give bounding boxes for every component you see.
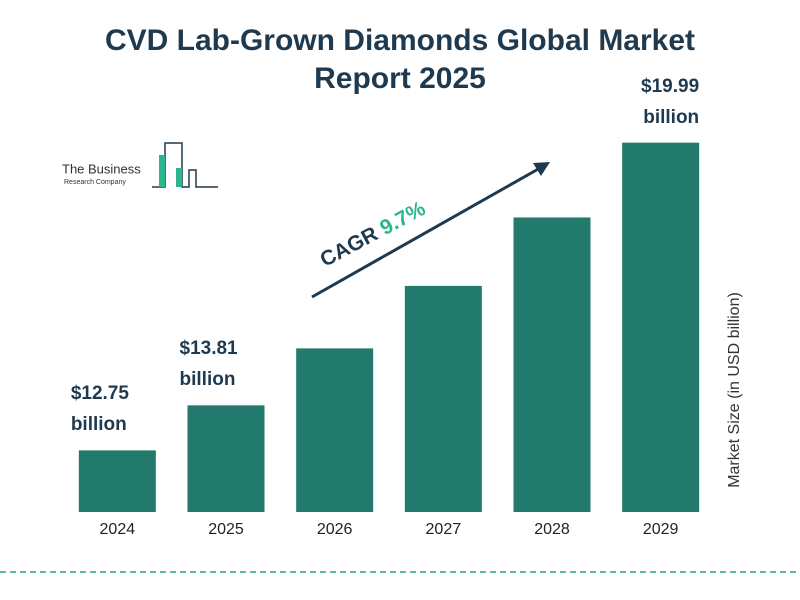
x-tick-label: 2025: [208, 521, 244, 538]
bar: [513, 217, 591, 512]
logo-bar: [176, 168, 182, 187]
bar: [78, 450, 156, 512]
y-axis-label: Market Size (in USD billion): [726, 292, 743, 488]
bar: [296, 348, 374, 512]
x-tick-label: 2029: [643, 521, 679, 538]
cagr-annotation: CAGR9.7%: [316, 197, 429, 272]
value-label: $12.75 billion: [70, 383, 129, 436]
x-tick-label: 2026: [317, 521, 353, 538]
bar: [187, 405, 265, 512]
x-tick-label: 2028: [534, 521, 570, 538]
logo-text: The Business: [62, 161, 141, 176]
value-label: $13.81 billion: [179, 338, 238, 391]
cagr-arrowhead: [533, 162, 550, 176]
logo-text: Research Company: [64, 179, 126, 186]
chart-title: CVD Lab-Grown Diamonds Global Market Rep…: [104, 24, 696, 95]
bar: [622, 142, 700, 513]
cagr-arrow: [311, 166, 541, 299]
value-label: $19.99 billion: [641, 75, 700, 128]
logo-bar: [159, 155, 165, 187]
logo: The Business Research Company: [62, 142, 218, 188]
cagr-value: 9.7%: [376, 197, 429, 240]
x-tick-label: 2027: [426, 521, 462, 538]
x-tick-label: 2024: [100, 521, 136, 538]
bar: [404, 285, 482, 512]
